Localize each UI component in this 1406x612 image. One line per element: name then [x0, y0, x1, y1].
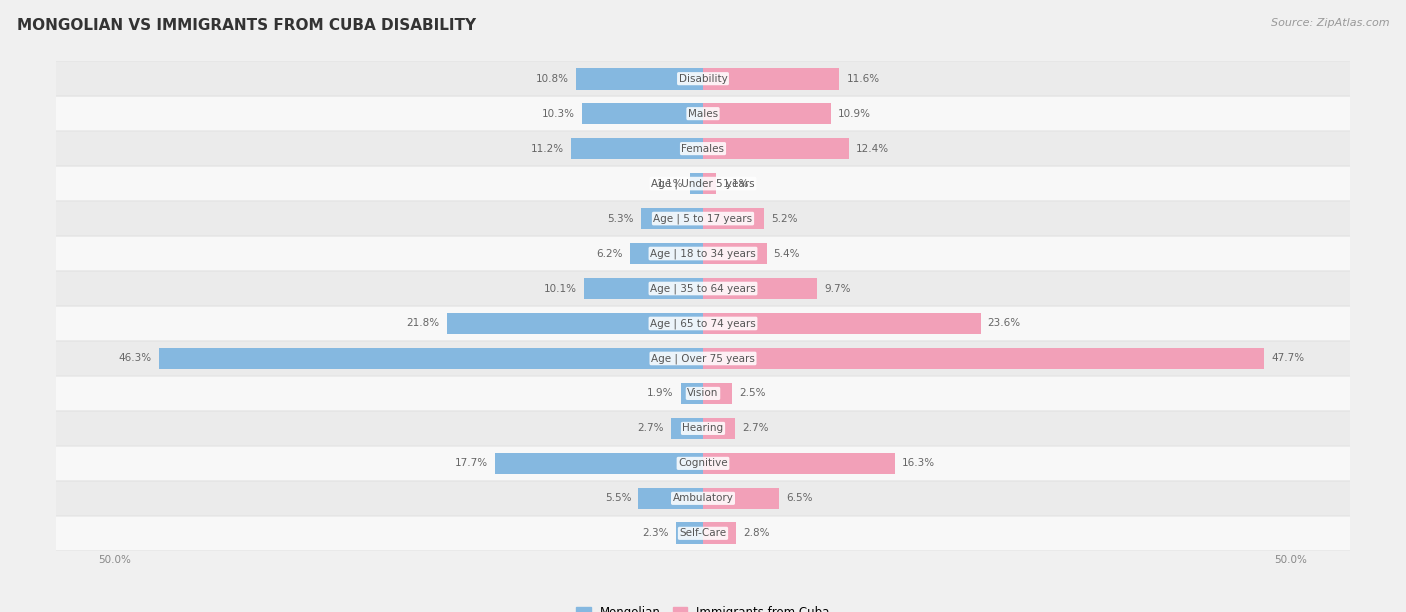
Bar — [676, 523, 703, 544]
Text: 11.6%: 11.6% — [846, 73, 880, 84]
Bar — [582, 103, 703, 124]
Text: Hearing: Hearing — [682, 424, 724, 433]
FancyBboxPatch shape — [45, 341, 1361, 376]
Text: Age | Over 75 years: Age | Over 75 years — [651, 353, 755, 364]
Text: 1.9%: 1.9% — [647, 389, 673, 398]
Text: MONGOLIAN VS IMMIGRANTS FROM CUBA DISABILITY: MONGOLIAN VS IMMIGRANTS FROM CUBA DISABI… — [17, 18, 477, 34]
Bar — [495, 452, 703, 474]
Text: Age | 65 to 74 years: Age | 65 to 74 years — [650, 318, 756, 329]
Bar — [585, 278, 703, 299]
FancyBboxPatch shape — [45, 376, 1361, 411]
FancyBboxPatch shape — [45, 481, 1361, 515]
Text: Age | Under 5 years: Age | Under 5 years — [651, 178, 755, 189]
Text: 12.4%: 12.4% — [856, 144, 889, 154]
Text: 1.1%: 1.1% — [723, 179, 749, 188]
Text: 10.1%: 10.1% — [544, 283, 578, 294]
Text: 2.8%: 2.8% — [742, 528, 769, 539]
Bar — [690, 173, 703, 195]
Text: 5.5%: 5.5% — [605, 493, 631, 503]
Bar — [703, 488, 779, 509]
Text: 2.3%: 2.3% — [643, 528, 669, 539]
Text: Ambulatory: Ambulatory — [672, 493, 734, 503]
Text: Vision: Vision — [688, 389, 718, 398]
Text: 2.5%: 2.5% — [740, 389, 766, 398]
Bar — [703, 313, 980, 334]
Text: Self-Care: Self-Care — [679, 528, 727, 539]
FancyBboxPatch shape — [45, 132, 1361, 166]
FancyBboxPatch shape — [45, 271, 1361, 305]
Text: 5.3%: 5.3% — [607, 214, 634, 223]
Bar — [703, 417, 735, 439]
FancyBboxPatch shape — [45, 62, 1361, 96]
Text: 17.7%: 17.7% — [454, 458, 488, 468]
Legend: Mongolian, Immigrants from Cuba: Mongolian, Immigrants from Cuba — [572, 601, 834, 612]
Text: Males: Males — [688, 109, 718, 119]
Text: Age | 18 to 34 years: Age | 18 to 34 years — [650, 248, 756, 259]
Text: 5.4%: 5.4% — [773, 248, 800, 258]
Text: Females: Females — [682, 144, 724, 154]
FancyBboxPatch shape — [45, 236, 1361, 271]
FancyBboxPatch shape — [45, 97, 1361, 131]
Bar — [703, 523, 735, 544]
Bar — [703, 452, 894, 474]
Text: 2.7%: 2.7% — [638, 424, 664, 433]
Bar — [703, 103, 831, 124]
Text: 16.3%: 16.3% — [901, 458, 935, 468]
Text: 23.6%: 23.6% — [987, 318, 1021, 329]
Text: Age | 5 to 17 years: Age | 5 to 17 years — [654, 214, 752, 224]
FancyBboxPatch shape — [45, 411, 1361, 446]
Text: Source: ZipAtlas.com: Source: ZipAtlas.com — [1271, 18, 1389, 28]
Bar — [703, 173, 716, 195]
Bar — [159, 348, 703, 369]
Bar — [671, 417, 703, 439]
Bar — [630, 243, 703, 264]
Text: 9.7%: 9.7% — [824, 283, 851, 294]
Text: 1.1%: 1.1% — [657, 179, 683, 188]
Text: 47.7%: 47.7% — [1271, 354, 1305, 364]
Bar — [638, 488, 703, 509]
Bar — [641, 207, 703, 230]
Text: 11.2%: 11.2% — [531, 144, 564, 154]
Text: Age | 35 to 64 years: Age | 35 to 64 years — [650, 283, 756, 294]
Text: Cognitive: Cognitive — [678, 458, 728, 468]
Text: 6.5%: 6.5% — [786, 493, 813, 503]
Text: 6.2%: 6.2% — [596, 248, 623, 258]
FancyBboxPatch shape — [45, 516, 1361, 550]
Bar — [703, 278, 817, 299]
Text: 5.2%: 5.2% — [772, 214, 797, 223]
Text: 21.8%: 21.8% — [406, 318, 440, 329]
FancyBboxPatch shape — [45, 166, 1361, 201]
Text: 2.7%: 2.7% — [742, 424, 768, 433]
Bar — [576, 68, 703, 89]
Text: 10.9%: 10.9% — [838, 109, 872, 119]
FancyBboxPatch shape — [45, 307, 1361, 341]
Text: Disability: Disability — [679, 73, 727, 84]
FancyBboxPatch shape — [45, 446, 1361, 480]
Bar — [681, 382, 703, 405]
Bar — [447, 313, 703, 334]
Bar — [703, 207, 763, 230]
FancyBboxPatch shape — [45, 201, 1361, 236]
Bar — [703, 348, 1264, 369]
Bar — [703, 243, 766, 264]
Text: 10.8%: 10.8% — [536, 73, 569, 84]
Bar — [703, 68, 839, 89]
Text: 46.3%: 46.3% — [118, 354, 152, 364]
Text: 10.3%: 10.3% — [541, 109, 575, 119]
Bar — [703, 382, 733, 405]
Bar — [703, 138, 849, 160]
Bar — [571, 138, 703, 160]
